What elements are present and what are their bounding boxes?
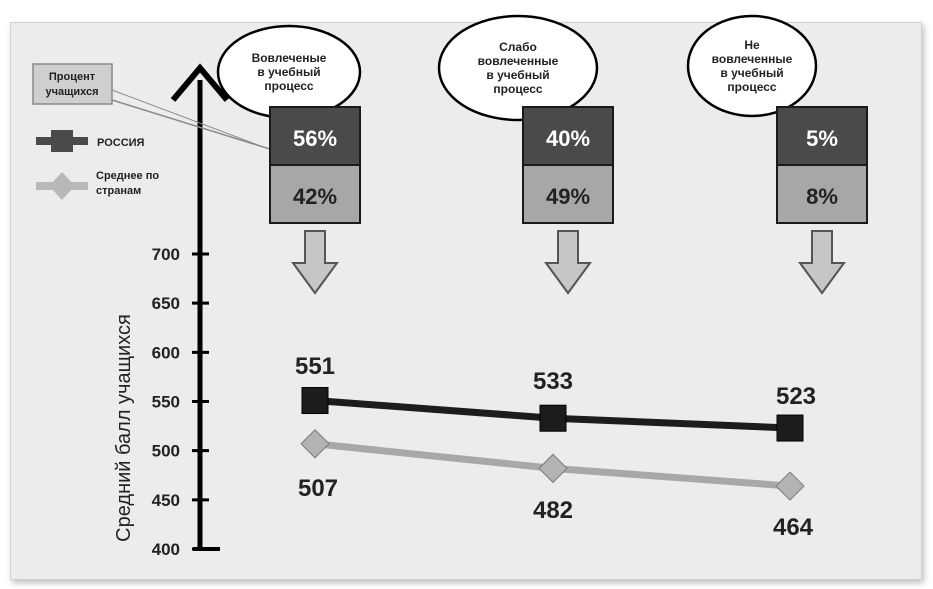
down-arrow-1: [544, 230, 592, 295]
y-tick-label-650: 650: [152, 294, 180, 313]
average-percent-value-2: 8%: [806, 184, 838, 209]
category-label-1-line-2: в учебный: [486, 68, 549, 82]
y-tick-label-600: 600: [152, 343, 180, 362]
average-percent-box-0: [269, 164, 361, 224]
russia-percent-value-1: 40%: [546, 126, 590, 151]
russia-percent-box-1: [522, 106, 614, 166]
average-marker-0: [300, 429, 330, 459]
average-marker-2: [775, 471, 805, 501]
down-arrow-0: [291, 230, 339, 295]
y-tick-label-700: 700: [152, 245, 180, 264]
callout-label-line-2: учащихся: [45, 86, 98, 98]
average-percent-box-1: [522, 164, 614, 224]
average-value-label-1: 482: [533, 497, 573, 524]
category-label-0-line-1: в учебный: [257, 65, 320, 79]
average-value-label-2: 464: [773, 514, 814, 541]
russia-value-label-1: 533: [533, 368, 573, 395]
legend-average-marker: [49, 172, 75, 200]
category-label-1-line-1: вовлеченные: [478, 54, 559, 68]
legend-average-label-2: странам: [96, 185, 141, 197]
russia-marker-0: [301, 387, 329, 415]
y-tick-label-450: 450: [152, 491, 180, 510]
russia-percent-value-2: 5%: [806, 126, 838, 151]
average-percent-value-0: 42%: [293, 184, 337, 209]
legend-average-label-1: Среднее по: [96, 170, 159, 182]
category-oval-1: [437, 14, 599, 122]
average-percent-box-2: [776, 164, 868, 224]
russia-value-label-2: 523: [776, 383, 816, 410]
russia-percent-box-2: [776, 106, 868, 166]
y-axis-arrowhead: [170, 63, 230, 102]
y-tick-label-500: 500: [152, 442, 180, 461]
category-label-0-line-2: процесс: [264, 79, 313, 93]
y-tick-label-550: 550: [152, 393, 180, 412]
russia-percent-value-0: 56%: [293, 126, 337, 151]
down-arrow-2: [798, 230, 846, 295]
y-axis-label: Средний балл учащихся: [113, 314, 135, 542]
category-label-1-line-3: процесс: [493, 82, 542, 96]
russia-value-label-0: 551: [295, 353, 335, 380]
legend-russia-marker: [51, 130, 73, 152]
callout-label-line-1: Процент: [49, 71, 96, 83]
russia-marker-1: [539, 404, 567, 432]
category-label-1-line-0: Слабо: [499, 40, 537, 54]
callout-pointer: [111, 99, 274, 151]
average-marker-1: [538, 453, 568, 484]
average-percent-value-1: 49%: [546, 184, 590, 209]
category-label-0-line-0: Вовлеченые: [252, 51, 327, 65]
average-value-label-0: 507: [298, 475, 338, 502]
category-label-2-line-2: в учебный: [720, 66, 783, 80]
category-oval-2: [686, 14, 818, 118]
category-label-2-line-1: вовлеченные: [712, 52, 793, 66]
category-label-2-line-0: Не: [744, 38, 760, 52]
russia-marker-2: [776, 414, 804, 442]
y-tick-label-400: 400: [152, 540, 180, 559]
callout-pointer-2: [111, 89, 267, 149]
callout-box: [32, 63, 113, 105]
category-label-2-line-3: процесс: [727, 80, 776, 94]
legend-russia-label: РОССИЯ: [97, 137, 145, 149]
